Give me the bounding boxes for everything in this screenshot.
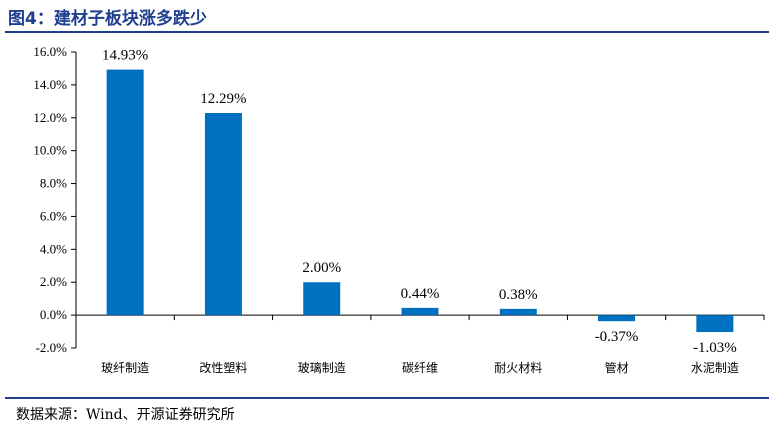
x-tick-label: 玻纤制造 — [101, 361, 149, 375]
x-tick-label: 玻璃制造 — [298, 361, 346, 375]
data-label: 14.93% — [102, 48, 148, 64]
x-tick-label: 管材 — [605, 360, 629, 375]
data-label: 2.00% — [302, 260, 341, 276]
bar — [499, 308, 537, 316]
x-tick-label: 水泥制造 — [691, 361, 739, 375]
bar-chart: -2.0% 0.0% 2.0% 4.0% 6.0% 8.0% 10.0% 12.0% 14.0%… — [33, 44, 765, 375]
data-label: 12.29% — [200, 91, 246, 107]
data-label: 0.44% — [401, 286, 440, 302]
y-tick-label: 10.0% — [33, 143, 67, 158]
y-tick-label: -2.0% — [36, 340, 68, 355]
y-tick-label: 12.0% — [33, 110, 67, 125]
bars — [106, 69, 734, 333]
bar — [204, 113, 242, 316]
data-label: -0.37% — [595, 329, 639, 345]
top-rule — [5, 31, 769, 33]
source-note: 数据来源：Wind、开源证券研究所 — [16, 407, 235, 423]
y-tick-label: 14.0% — [33, 77, 67, 92]
y-tick-label: 8.0% — [40, 176, 67, 191]
y-tick-label: 6.0% — [40, 208, 67, 223]
y-tick-label: 16.0% — [33, 44, 67, 59]
x-tick-label: 改性塑料 — [199, 360, 247, 375]
figure-title: 图4：建材子板块涨多跌少 — [8, 9, 207, 29]
bar — [303, 282, 341, 316]
bar — [598, 315, 636, 322]
category-labels: 玻纤制造 改性塑料 玻璃制造 碳纤维 耐火材料 管材 水泥制造 — [101, 360, 739, 375]
bar — [106, 69, 144, 316]
data-label: -1.03% — [693, 340, 737, 356]
bar — [401, 307, 439, 316]
bar — [696, 315, 734, 333]
x-tick-label: 碳纤维 — [402, 361, 438, 375]
x-tick-label: 耐火材料 — [494, 361, 542, 375]
y-tick-label: 4.0% — [40, 241, 67, 256]
y-tick-label: 2.0% — [40, 274, 67, 289]
value-labels: 14.93% 12.29% 2.00% 0.44% 0.38% -0.37% -1.03% — [102, 48, 737, 356]
bottom-rule — [5, 397, 769, 399]
y-tick-label: 0.0% — [40, 307, 67, 322]
data-label: 0.38% — [499, 287, 538, 303]
